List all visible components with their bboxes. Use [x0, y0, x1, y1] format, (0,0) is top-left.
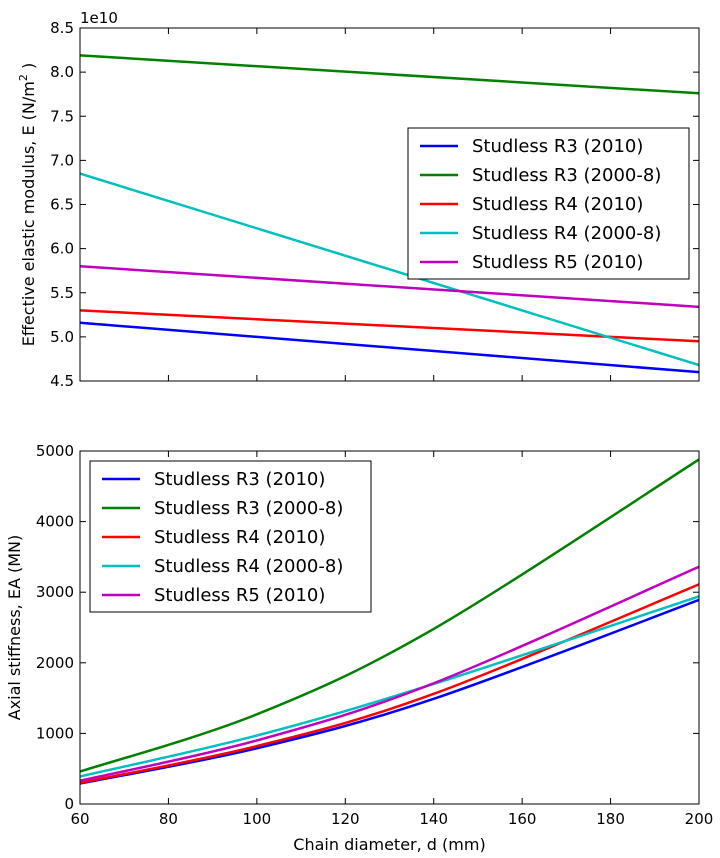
bot-series-line-2: [80, 458, 699, 773]
top-y-tick-label: 6.5: [50, 196, 74, 214]
top-legend-label-3: Studless R4 (2010): [472, 194, 643, 215]
bot-legend-label-2: Studless R3 (2000-8): [154, 498, 343, 519]
stiffness-y-axis-label: Axial stiffness, EA (MN): [5, 535, 24, 721]
top-series-line-3: [80, 309, 699, 343]
stiffness-x-tick-label: 100: [243, 810, 272, 828]
top-y-tick-label: 8.5: [50, 19, 74, 37]
bot-legend-label-4: Studless R4 (2000-8): [154, 556, 343, 577]
top-legend-label-2: Studless R3 (2000-8): [472, 165, 661, 186]
bot-y-tick-label: 2000: [36, 654, 74, 672]
stiffness-x-tick-label: 60: [70, 810, 89, 828]
top-y-tick-label: 7.0: [50, 151, 74, 169]
bot-legend-label-1: Studless R3 (2010): [154, 469, 325, 490]
stiffness-x-axis-label: Chain diameter, d (mm): [293, 835, 485, 854]
bot-legend-label-5: Studless R5 (2010): [154, 585, 325, 606]
stiffness-x-tick-label: 160: [508, 810, 537, 828]
top-legend-label-5: Studless R5 (2010): [472, 252, 643, 273]
bot-series-line-4: [80, 595, 699, 778]
stiffness-x-tick-label: 180: [596, 810, 625, 828]
bot-y-tick-label: 5000: [36, 442, 74, 460]
top-y-tick-label: 4.5: [50, 372, 74, 390]
stiffness-x-tick-label: 140: [419, 810, 448, 828]
top-y-tick-label: 8.0: [50, 63, 74, 81]
top-series-line-4: [80, 172, 699, 367]
bot-series-line-5: [80, 565, 699, 782]
stiffness-x-tick-label: 120: [331, 810, 360, 828]
top-y-tick-label: 5.5: [50, 284, 74, 302]
stiffness-series-group: [80, 458, 699, 785]
modulus-y-axis-label-end: ): [19, 63, 38, 74]
stiffness-chart: 60 80 100 120 140 160 180 200010002000300040005…: [5, 442, 713, 854]
top-y-tick-label: 7.5: [50, 107, 74, 125]
top-legend-label-4: Studless R4 (2000-8): [472, 223, 661, 244]
stiffness-legend: Studless R3 (2010) Studless R3 (2000-8) St…: [89, 460, 372, 613]
top-y-tick-label: 6.0: [50, 240, 74, 258]
modulus-plot-frame: [79, 27, 700, 382]
stiffness-plot-frame: [79, 450, 700, 805]
bot-y-tick-label: 4000: [36, 513, 74, 531]
stiffness-x-tick-label: 200: [685, 810, 714, 828]
modulus-y-axis-label: Effective elastic modulus, E (N/m2 ): [17, 63, 38, 346]
top-legend-label-1: Studless R3 (2010): [472, 136, 643, 157]
modulus-chart: 4.5 5.0 5.5 6.0 6.5 7.0 7.5 8.0 8.5 1e10 Effecti…: [17, 9, 700, 390]
bot-y-tick-label: 3000: [36, 583, 74, 601]
top-series-line-5: [80, 265, 699, 309]
stiffness-x-tick-label: 80: [159, 810, 178, 828]
modulus-y-axis-label-sup: 2: [17, 74, 30, 81]
bot-series-line-3: [80, 583, 699, 785]
modulus-series-group: [80, 54, 699, 374]
stiffness-ticks: 60 80 100 120 140 160 180 200010002000300040005…: [36, 442, 714, 828]
bot-y-tick-label: 1000: [36, 724, 74, 742]
bot-legend-label-3: Studless R4 (2010): [154, 527, 325, 548]
modulus-y-axis-label-main: Effective elastic modulus, E (N/m: [19, 81, 38, 346]
modulus-y-offset-text: 1e10: [80, 9, 118, 27]
bot-series-line-1: [80, 598, 699, 785]
top-series-line-1: [80, 321, 699, 374]
top-series-line-2: [80, 54, 699, 95]
modulus-legend: Studless R3 (2010) Studless R3 (2000-8) St…: [407, 127, 690, 280]
top-y-tick-label: 5.0: [50, 328, 74, 346]
bot-y-tick-label: 0: [64, 795, 74, 813]
